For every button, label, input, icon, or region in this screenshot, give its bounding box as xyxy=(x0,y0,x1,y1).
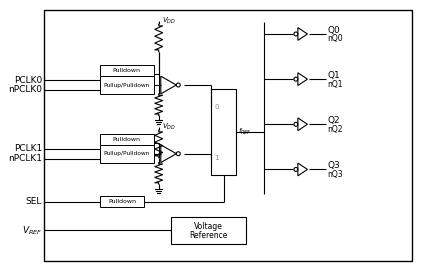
Text: Q0: Q0 xyxy=(327,26,340,34)
Text: PCLK1: PCLK1 xyxy=(14,144,42,153)
Bar xyxy=(44,10,412,261)
Text: nQ2: nQ2 xyxy=(327,125,343,134)
Text: Q2: Q2 xyxy=(327,116,340,125)
Bar xyxy=(100,76,154,94)
Text: Pullup/Pulldown: Pullup/Pulldown xyxy=(104,83,150,88)
Bar xyxy=(172,217,246,244)
Text: $V_{DD}$: $V_{DD}$ xyxy=(162,121,176,131)
Text: PCLK0: PCLK0 xyxy=(14,76,42,85)
Bar xyxy=(100,134,154,145)
Text: nPCLK1: nPCLK1 xyxy=(8,154,42,163)
Bar xyxy=(100,145,154,163)
Bar xyxy=(100,197,144,207)
Text: Voltage: Voltage xyxy=(194,222,223,231)
Text: 1: 1 xyxy=(215,155,219,161)
Bar xyxy=(211,89,236,175)
Text: Q1: Q1 xyxy=(327,71,340,80)
Text: Pulldown: Pulldown xyxy=(113,137,141,142)
Text: nPCLK0: nPCLK0 xyxy=(8,85,42,95)
Bar xyxy=(100,65,154,76)
Text: SEL: SEL xyxy=(25,197,42,206)
Text: 0: 0 xyxy=(215,104,219,110)
Text: Pulldown: Pulldown xyxy=(113,68,141,73)
Text: $V_{REF}$: $V_{REF}$ xyxy=(22,224,42,237)
Text: nQ3: nQ3 xyxy=(327,170,343,179)
Text: nQ0: nQ0 xyxy=(327,34,343,43)
Text: Q3: Q3 xyxy=(327,161,340,170)
Text: $f_{REF}$: $f_{REF}$ xyxy=(238,127,252,137)
Text: nQ1: nQ1 xyxy=(327,80,343,88)
Text: Pulldown: Pulldown xyxy=(108,199,136,204)
Text: $V_{DD}$: $V_{DD}$ xyxy=(162,15,176,26)
Text: Reference: Reference xyxy=(190,231,228,240)
Text: Pullup/Pulldown: Pullup/Pulldown xyxy=(104,151,150,156)
